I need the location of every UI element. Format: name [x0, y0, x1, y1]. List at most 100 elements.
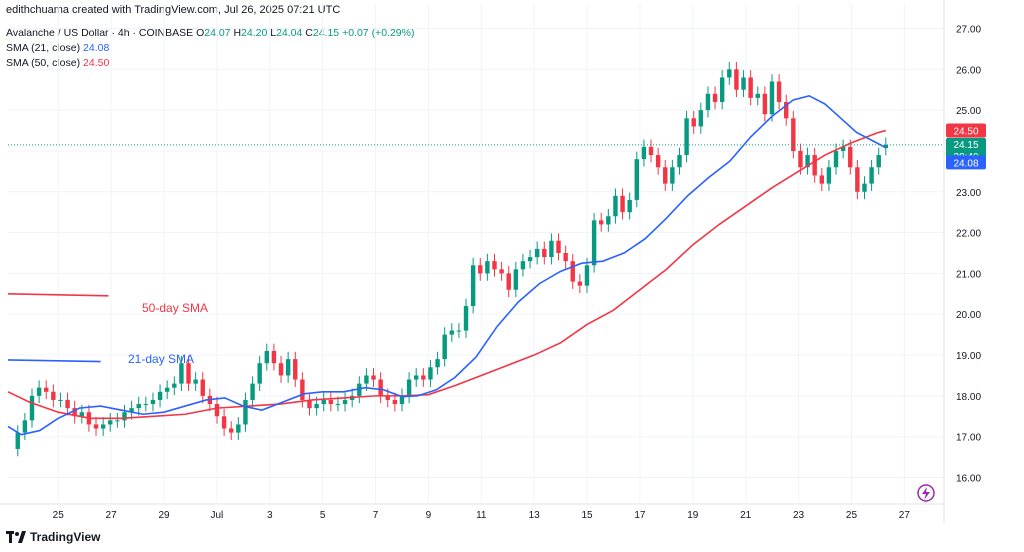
candle-body [591, 220, 597, 266]
open-label: O [196, 27, 205, 39]
candle-body [584, 265, 590, 286]
candle-body [307, 399, 312, 409]
candle-body [293, 359, 298, 380]
candle-body [826, 167, 832, 184]
y-tick-label: 23.00 [956, 188, 981, 199]
y-tick-label: 21.00 [956, 269, 981, 280]
candle-body [613, 195, 618, 217]
x-tick-label: 3 [267, 510, 273, 521]
candle-body [157, 391, 163, 400]
candle-body [855, 167, 860, 192]
candle-body [143, 404, 149, 406]
candle-body [520, 261, 526, 270]
sma50-price-tag: 24.50 [953, 127, 978, 138]
sma21-value: 24.08 [83, 42, 110, 54]
candle-body [670, 167, 675, 184]
brand-label: TradingView [30, 530, 101, 544]
candle-body [798, 150, 803, 168]
high-value: 24.20 [241, 27, 268, 39]
candle-body [321, 399, 326, 405]
candle-body [449, 330, 455, 335]
sma21-price-tag: 24.08 [953, 158, 978, 169]
candle-body [371, 375, 376, 380]
candle-body [328, 399, 334, 405]
x-tick-label: 27 [106, 510, 118, 521]
x-tick-label: 25 [846, 510, 858, 521]
candle-body [791, 118, 796, 151]
x-tick-label: 9 [426, 510, 432, 521]
tradingview-footer: TradingView [6, 530, 100, 544]
candle-body [36, 387, 42, 396]
candle-body [257, 363, 262, 384]
candle-body [65, 399, 70, 409]
candle-body [862, 183, 867, 192]
candle-body [357, 383, 362, 396]
candle-body [115, 420, 120, 422]
candle-body [833, 150, 839, 168]
candle-body [221, 416, 227, 429]
candle-body [15, 432, 20, 449]
lightning-bolt-icon [922, 487, 930, 500]
candle-body [51, 391, 56, 400]
high-label: H [233, 27, 242, 39]
candle-body [186, 363, 191, 384]
sma50-annotation-line [7, 293, 109, 297]
y-tick-label: 25.00 [956, 106, 981, 117]
candle-body [22, 420, 28, 433]
y-tick-label: 19.00 [956, 351, 981, 362]
sma21-annotation-label: 21-day SMA [128, 352, 194, 366]
x-tick-label: Jul [210, 510, 223, 521]
candle-body [314, 404, 319, 409]
candle-body [648, 146, 654, 156]
candle-body [655, 155, 661, 168]
candle-body [805, 155, 810, 168]
candle-body [378, 379, 383, 396]
candle-body [840, 146, 846, 151]
candle-body [542, 248, 547, 258]
candle-body [492, 261, 497, 270]
candle-body [399, 395, 405, 405]
candle-body [506, 273, 511, 290]
candle-body [414, 375, 419, 380]
candle-body [634, 159, 639, 200]
candle-body [285, 359, 291, 376]
candle-body [663, 167, 668, 184]
candle-body [478, 265, 483, 274]
candle-body [236, 424, 241, 433]
candle-body [406, 379, 412, 396]
candle-body [641, 146, 647, 160]
y-tick-label: 16.00 [956, 474, 981, 485]
candle-body [684, 118, 689, 156]
x-tick-label: 17 [634, 510, 646, 521]
candle-body [463, 306, 469, 331]
candle-body [129, 408, 134, 413]
candle-body [784, 101, 789, 119]
candle-body [606, 216, 611, 225]
x-tick-label: 27 [899, 510, 911, 521]
candle-body [385, 395, 390, 400]
candle-body [691, 118, 696, 127]
candle-body [179, 363, 184, 384]
x-tick-label: 25 [53, 510, 65, 521]
sma50-value: 24.50 [83, 57, 110, 69]
candle-body [513, 269, 519, 290]
candle-body [108, 420, 113, 425]
sma50-line [7, 129, 887, 420]
change-value: +0.07 (+0.29%) [342, 27, 415, 39]
sma21-label: SMA (21, close) [6, 42, 81, 54]
candle-body [79, 412, 85, 417]
close-value: 24.15 [312, 27, 340, 39]
candle-body [769, 81, 775, 115]
candle-body [58, 399, 63, 401]
candle-body [72, 408, 77, 417]
candle-body [172, 383, 177, 388]
candle-body [705, 93, 711, 111]
candle-body [534, 248, 540, 258]
lightning-icon [917, 484, 935, 502]
candle-body [193, 379, 198, 384]
sma21-line [7, 94, 887, 436]
x-tick-label: 13 [529, 510, 541, 521]
candle-body [485, 261, 490, 274]
symbol-label: Avalanche / US Dollar · 4h · COINBASE [6, 27, 194, 39]
